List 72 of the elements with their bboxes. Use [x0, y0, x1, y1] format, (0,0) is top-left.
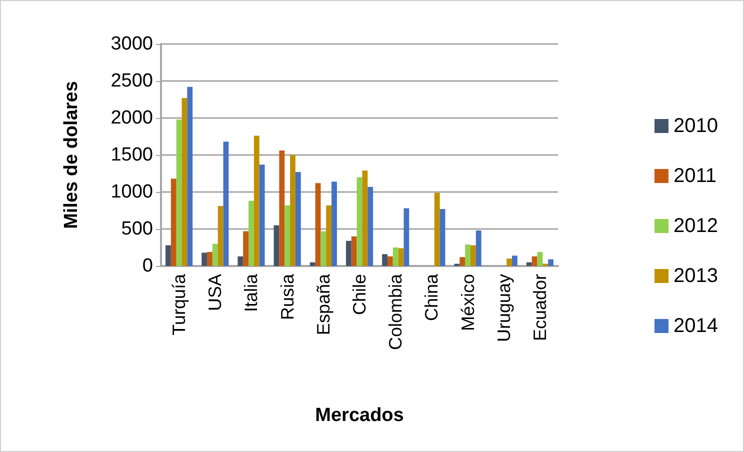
bar — [387, 256, 393, 266]
bar — [346, 240, 352, 266]
bar — [290, 155, 296, 266]
bar — [170, 178, 176, 266]
y-tick-label: 0 — [142, 256, 153, 276]
bar — [284, 205, 290, 266]
x-axis-title: Mercados — [315, 405, 404, 426]
bar — [326, 205, 332, 266]
bar — [470, 245, 476, 266]
bar — [223, 142, 229, 266]
bar — [212, 244, 218, 266]
x-tick-label: Chile — [350, 274, 370, 316]
bar — [182, 98, 188, 266]
bar — [506, 258, 512, 266]
y-tick-label: 2000 — [110, 108, 153, 128]
bar — [320, 231, 326, 266]
y-axis-title: Miles de dolares — [61, 81, 82, 229]
bar — [398, 248, 404, 266]
bar — [315, 183, 321, 266]
x-tick-label: Ecuador — [530, 274, 550, 342]
x-tick-label: China — [422, 273, 442, 322]
bar — [548, 259, 554, 266]
bar — [465, 244, 470, 266]
bar — [202, 252, 208, 266]
bar — [254, 136, 260, 266]
bar — [526, 262, 532, 266]
bar — [279, 150, 285, 266]
bar — [351, 236, 357, 266]
x-tick-label: España — [313, 273, 334, 336]
legend-label: 2013 — [674, 265, 718, 287]
bar — [166, 245, 171, 266]
bar — [176, 119, 182, 266]
x-tick-label: Turquía — [169, 273, 190, 336]
bar — [356, 177, 362, 266]
legend-label: 2011 — [674, 165, 717, 187]
legend-label: 2014 — [674, 315, 718, 337]
bar — [218, 206, 224, 266]
bar — [274, 225, 280, 266]
bar — [392, 248, 398, 266]
bar — [404, 208, 410, 266]
bar — [310, 262, 316, 266]
bar — [382, 254, 388, 266]
bar — [460, 257, 466, 266]
x-tick-label: Rusia — [277, 273, 298, 320]
bar — [207, 252, 212, 266]
x-tick-label: México — [458, 274, 478, 332]
y-tick-label: 1000 — [110, 182, 153, 202]
x-tick-label: Colombia — [386, 273, 406, 350]
bar — [243, 231, 249, 266]
bar — [332, 182, 337, 266]
bar — [248, 200, 254, 266]
y-tick-label: 1500 — [110, 144, 153, 166]
bar — [440, 209, 446, 266]
x-tick-label: Uruguay — [494, 274, 514, 342]
bar — [512, 256, 518, 266]
bar — [238, 256, 244, 266]
bar — [476, 230, 482, 266]
y-tick-label: 3000 — [110, 34, 153, 54]
bar — [434, 192, 440, 266]
y-tick-label: 500 — [121, 218, 153, 240]
bar — [368, 186, 374, 266]
bar — [537, 252, 543, 266]
bar — [362, 170, 368, 266]
y-tick-label: 2500 — [110, 70, 153, 92]
bar — [187, 86, 193, 266]
bar — [532, 256, 538, 266]
bar — [259, 164, 265, 266]
x-tick-label: USA — [205, 274, 226, 312]
bar — [295, 172, 301, 266]
legend-label: 2010 — [674, 115, 718, 137]
legend-label: 2012 — [674, 215, 718, 237]
x-tick-label: Italia — [241, 273, 262, 312]
